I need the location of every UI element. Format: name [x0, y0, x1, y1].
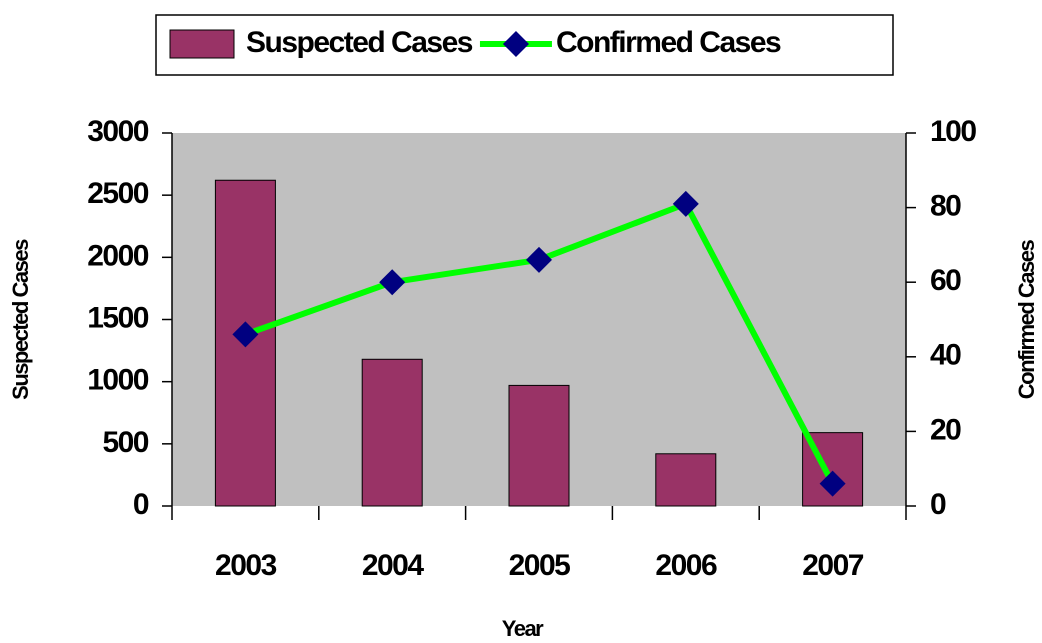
x-tick-label: 2007	[802, 549, 864, 582]
x-tick-label: 2006	[655, 549, 717, 582]
x-axis-title: Year	[502, 616, 544, 641]
line-marker	[232, 321, 259, 348]
y2-tick-label: 40	[930, 339, 961, 372]
legend-label: Confirmed Cases	[556, 26, 781, 59]
bar	[508, 384, 570, 507]
y-tick-label: 1000	[87, 364, 149, 397]
y-tick-label: 500	[102, 426, 148, 459]
y2-tick-label: 60	[930, 264, 961, 297]
y2-tick-label: 80	[930, 190, 961, 223]
line-marker	[672, 190, 699, 217]
x-tick-label: 2003	[215, 549, 277, 582]
y-tick-label: 2500	[87, 177, 149, 210]
x-tick-label: 2004	[362, 549, 425, 582]
y2-tick-label: 20	[930, 413, 961, 446]
y-tick-label: 3000	[87, 115, 149, 148]
bar	[655, 453, 717, 507]
line-marker	[379, 269, 406, 296]
legend-label: Suspected Cases	[246, 26, 473, 59]
legend-marker	[502, 31, 529, 57]
line-marker	[526, 246, 552, 273]
y-tick-label: 2000	[87, 239, 149, 272]
x-tick-label: 2005	[509, 549, 571, 582]
y-axis-title: Suspected Cases	[8, 239, 33, 400]
legend: Suspected Cases Confirmed Cases	[155, 14, 894, 76]
y2-axis-title: Confirmed Cases	[1014, 240, 1039, 400]
y-tick-label: 0	[133, 488, 149, 521]
y2-tick-label: 0	[930, 488, 946, 521]
legend-swatch	[169, 29, 235, 59]
bar	[361, 358, 423, 507]
y-tick-label: 1500	[87, 301, 149, 334]
line-marker	[819, 470, 846, 497]
y2-tick-label: 100	[930, 115, 976, 148]
